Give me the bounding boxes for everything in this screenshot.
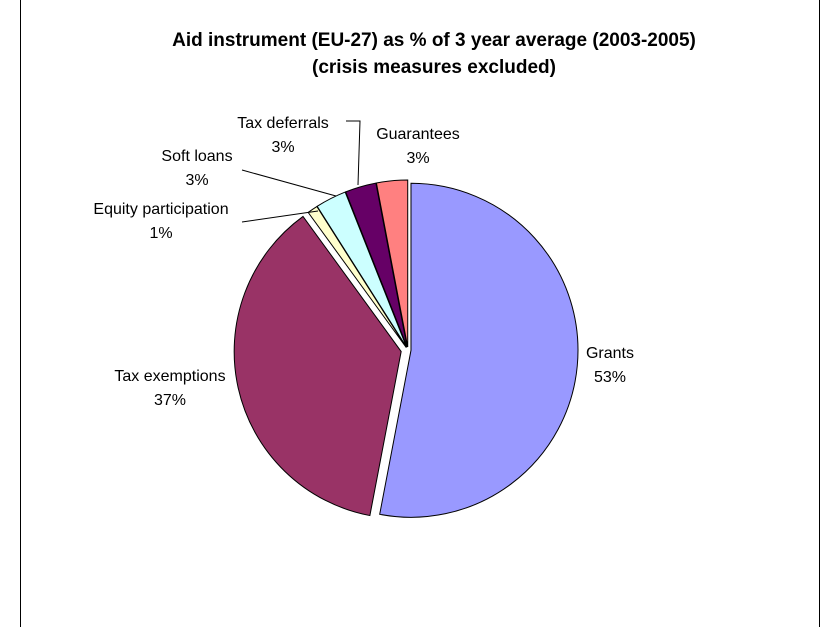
leader-lines	[241, 120, 361, 223]
pie-slice-guarantees	[375, 179, 409, 348]
slice-label-value: 3%	[406, 150, 429, 167]
chart-title-line1: Aid instrument (EU-27) as % of 3 year av…	[172, 30, 696, 51]
slice-labels: Grants 53% Tax exemptions 37% Equity partici…	[93, 115, 634, 409]
pie-slice-tax-exemptions	[233, 215, 402, 517]
slice-label-name: Grants	[586, 345, 634, 362]
pie-slice-tax-deferrals	[345, 182, 408, 348]
slice-label-value: 3%	[271, 139, 294, 156]
slice-label-value: 37%	[154, 392, 186, 409]
chart-title-line2: (crisis measures excluded)	[312, 57, 556, 78]
chart-frame	[20, 0, 820, 627]
pie-slice-grants	[379, 182, 579, 518]
slice-label-name: Tax exemptions	[114, 368, 225, 385]
slice-label-value: 1%	[149, 225, 172, 242]
leader-line	[241, 169, 337, 197]
leader-line	[346, 120, 361, 186]
slice-label-value: 53%	[594, 369, 626, 386]
pie-slice-soft-loans	[316, 191, 408, 348]
slice-label-name: Equity participation	[93, 201, 228, 218]
pie-slices	[233, 179, 579, 518]
slice-label-value: 3%	[185, 172, 208, 189]
leader-line	[241, 210, 319, 223]
slice-label-name: Guarantees	[376, 126, 460, 143]
slice-label-name: Soft loans	[161, 148, 232, 165]
slice-label-name: Tax deferrals	[237, 115, 329, 132]
